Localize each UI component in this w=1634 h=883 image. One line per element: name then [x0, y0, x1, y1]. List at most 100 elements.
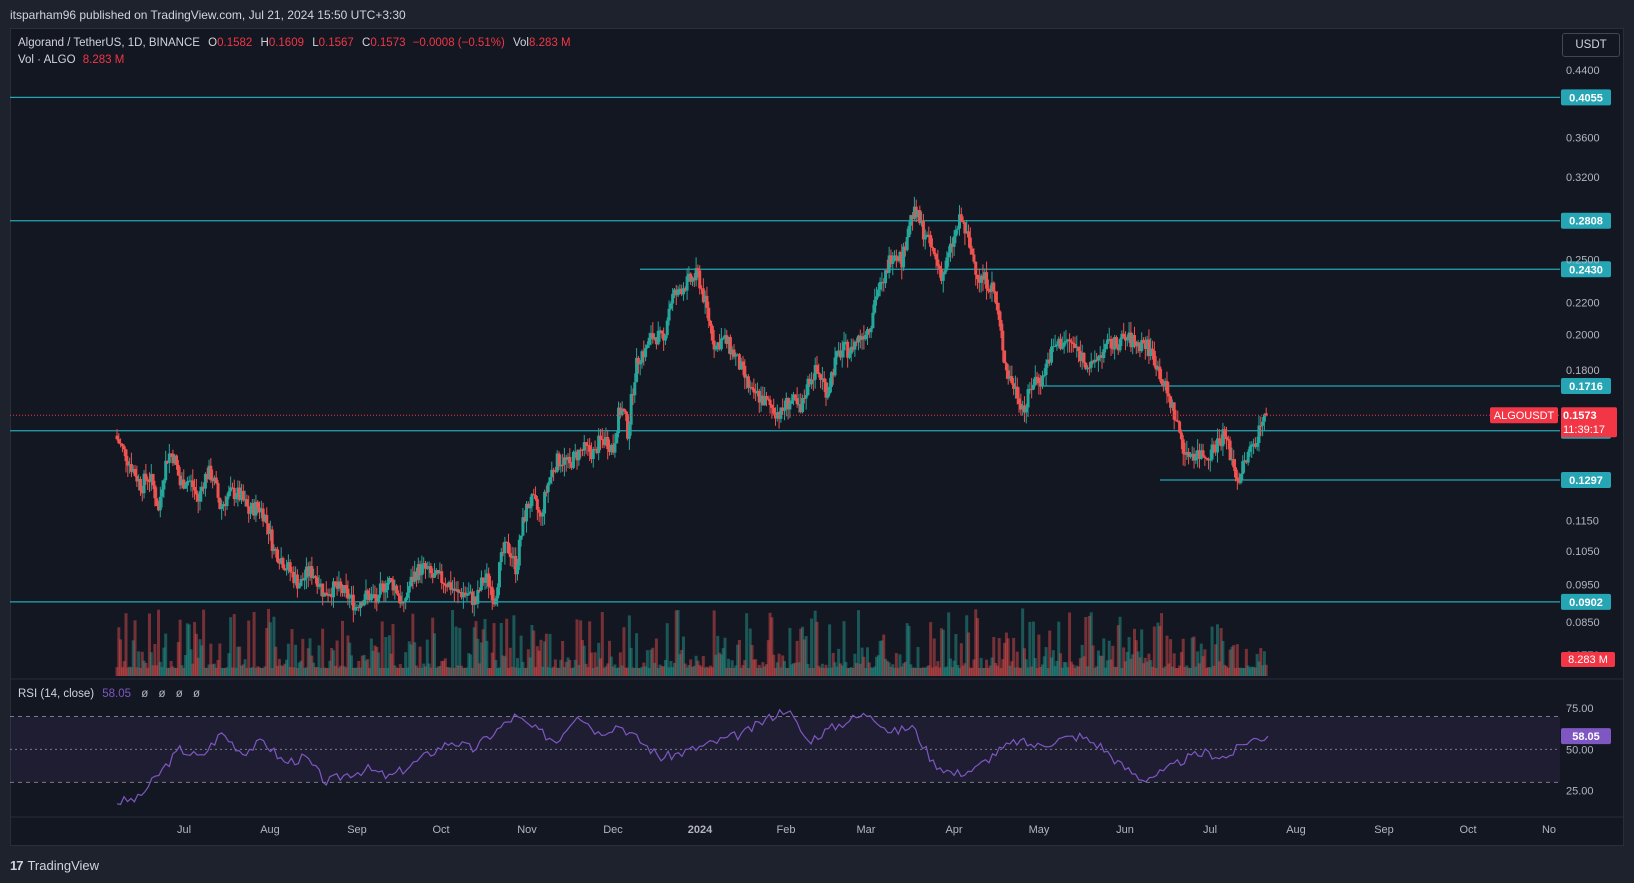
symbol-title[interactable]: Algorand / TetherUS, 1D, BINANCE	[18, 37, 200, 49]
volume-bar	[647, 667, 651, 676]
volume-bar	[779, 667, 783, 676]
volume-bar	[490, 652, 494, 676]
volume-bar	[368, 667, 372, 676]
candle-body	[175, 455, 179, 465]
candle-body	[613, 443, 617, 453]
candle-body	[981, 275, 985, 280]
volume-bar	[1001, 659, 1005, 676]
candle-body	[750, 387, 754, 389]
candle-body	[250, 503, 254, 513]
volume-bar	[1075, 665, 1079, 676]
candle-body	[1066, 339, 1070, 342]
tradingview-footer[interactable]: 17 TradingView	[10, 858, 99, 873]
candle-body	[173, 455, 177, 464]
volume-bar	[1230, 646, 1234, 676]
candle-body	[597, 435, 601, 453]
candle-body	[608, 449, 612, 452]
candle-body	[1174, 419, 1178, 421]
candle-body	[851, 346, 855, 350]
volume-bar	[494, 660, 498, 676]
volume-bar	[1243, 667, 1247, 676]
volume-bar	[342, 666, 346, 676]
chart-frame[interactable]	[10, 28, 1624, 846]
volume-bar	[1057, 621, 1061, 676]
candle-body	[503, 541, 507, 554]
candle-body	[429, 566, 433, 574]
candle-body	[737, 354, 741, 370]
volume-bar	[1134, 640, 1138, 676]
candle-body	[328, 594, 332, 596]
candle-body	[703, 295, 707, 303]
currency-button[interactable]: USDT	[1562, 33, 1620, 57]
volume-bar	[407, 641, 411, 676]
volume-bar	[207, 664, 211, 676]
volume-study-title[interactable]: Vol · ALGO	[18, 54, 76, 66]
candle-body	[171, 453, 175, 464]
candle-body	[887, 255, 891, 273]
candle-body	[330, 594, 334, 598]
candle-body	[792, 394, 796, 401]
volume-bar	[256, 666, 260, 676]
candle-body	[465, 594, 469, 596]
volume-bar	[351, 667, 355, 676]
candle-body	[1095, 359, 1099, 361]
candle-body	[826, 393, 830, 398]
low-value: 0.1567	[318, 37, 354, 49]
candle-body	[698, 270, 702, 289]
candle-body	[1237, 480, 1241, 483]
volume-bar	[875, 656, 879, 676]
volume-bar	[795, 640, 799, 676]
volume-bar	[1042, 656, 1046, 676]
volume-bar	[458, 627, 462, 676]
volume-bar	[1113, 666, 1117, 676]
volume-bar	[681, 636, 685, 676]
volume-bar	[584, 663, 588, 676]
volume-bar	[312, 662, 316, 676]
volume-bar	[1006, 638, 1010, 676]
candle-body	[1021, 405, 1025, 410]
candle-body	[730, 349, 734, 355]
candle-body	[716, 342, 720, 346]
volume-bar	[1030, 666, 1034, 676]
volume-bar	[261, 668, 265, 676]
volume-bar	[1077, 666, 1081, 676]
candle-body	[570, 463, 574, 468]
candle-body	[1028, 388, 1032, 390]
price-tick: 0.1800	[1566, 365, 1600, 377]
candle-body	[431, 573, 435, 578]
candle-body	[149, 474, 153, 482]
tradingview-logo-icon: 17	[10, 858, 24, 873]
rsi-title[interactable]: RSI (14, close)	[18, 688, 95, 700]
candle-body	[739, 361, 743, 370]
candle-body	[640, 351, 644, 363]
volume-bar	[191, 663, 195, 676]
volume-bar	[896, 667, 900, 676]
candle-body	[979, 275, 983, 283]
candle-body	[681, 288, 685, 295]
volume-bar	[770, 617, 774, 676]
volume-bar	[357, 661, 361, 676]
volume-bar	[344, 667, 348, 676]
candle-body	[986, 288, 990, 291]
volume-bar	[532, 630, 536, 676]
volume-bar	[608, 640, 612, 676]
candle-body	[864, 334, 868, 340]
candle-body	[414, 571, 418, 581]
candle-body	[346, 588, 350, 599]
volume-bar	[521, 661, 525, 676]
candle-body	[1179, 432, 1183, 440]
candle-body	[277, 561, 281, 564]
candle-body	[1221, 429, 1225, 447]
volume-bar	[510, 666, 514, 676]
candle-body	[164, 460, 168, 481]
candle-body	[1165, 381, 1169, 394]
candle-body	[700, 288, 704, 290]
candle-body	[225, 496, 229, 507]
candle-body	[162, 480, 166, 490]
candle-body	[1250, 444, 1254, 447]
volume-bar	[1010, 661, 1014, 676]
candle-body	[281, 558, 285, 569]
volume-bar	[234, 667, 238, 676]
volume-bar	[728, 667, 732, 676]
